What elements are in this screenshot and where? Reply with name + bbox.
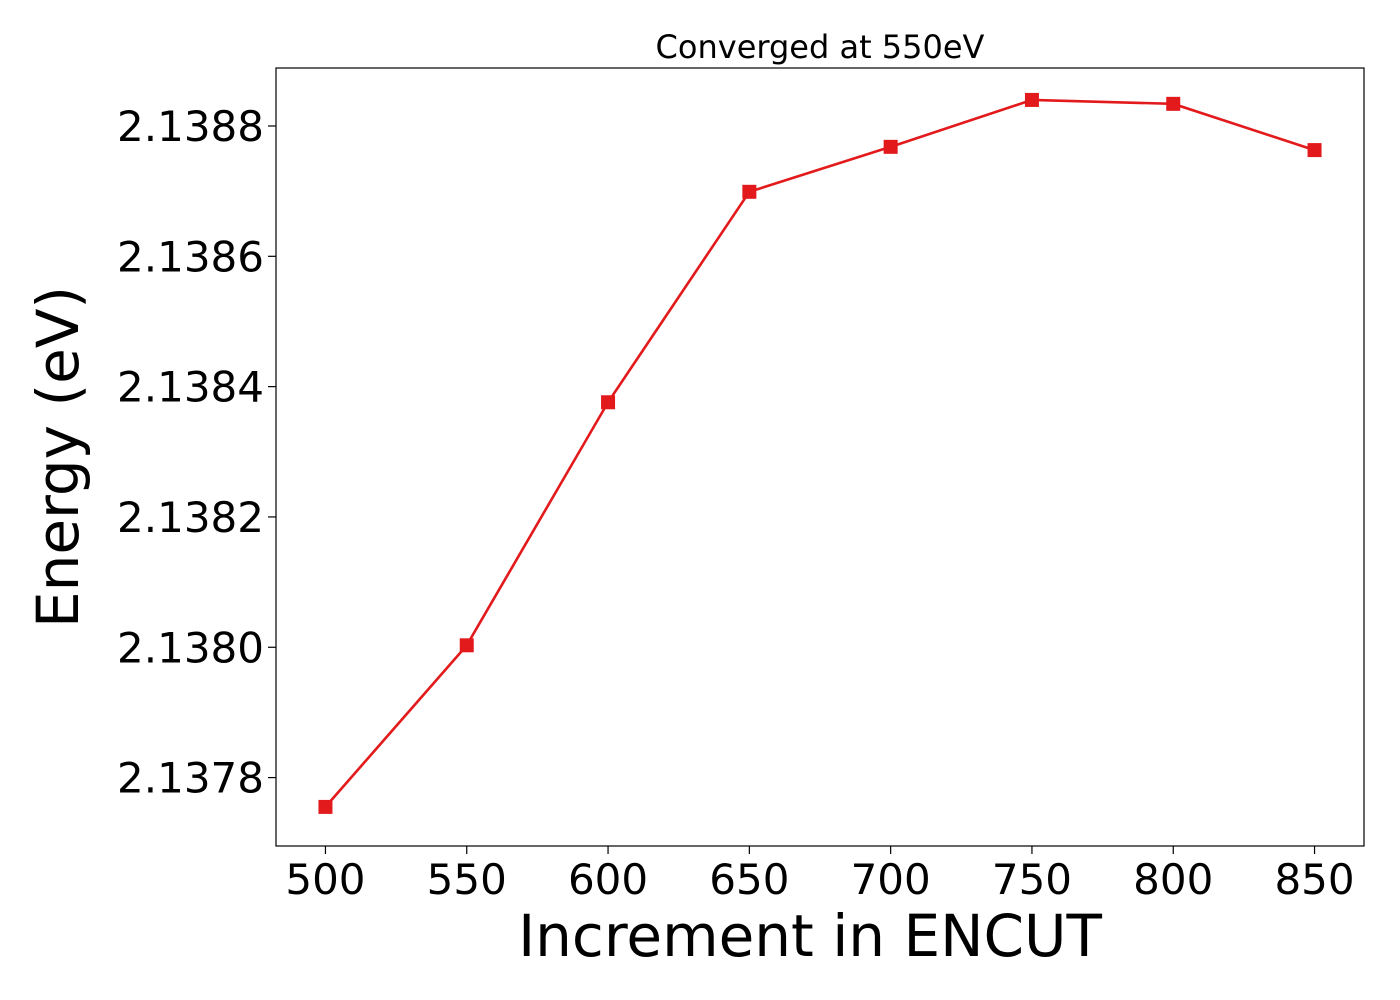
x-axis: 500 550 600 650 700 750 800 850 bbox=[285, 846, 1355, 904]
data-point-marker bbox=[1024, 92, 1039, 107]
series-line bbox=[324, 98, 1315, 808]
y-tick-label: 2.1386 bbox=[117, 232, 264, 281]
y-axis-label: Energy (eV) bbox=[24, 286, 92, 628]
data-point-marker bbox=[318, 799, 333, 814]
x-tick-label: 750 bbox=[992, 855, 1072, 904]
x-tick-label: 700 bbox=[851, 855, 931, 904]
x-axis-label: Increment in ENCUT bbox=[518, 902, 1102, 970]
y-tick-label: 2.1384 bbox=[117, 363, 264, 412]
data-point-marker bbox=[883, 139, 898, 154]
x-tick-label: 500 bbox=[285, 855, 365, 904]
chart-title: Converged at 550eV bbox=[656, 28, 985, 66]
x-tick-label: 550 bbox=[427, 855, 507, 904]
plot-area bbox=[275, 67, 1365, 847]
x-tick-label: 850 bbox=[1274, 855, 1354, 904]
y-axis: 2.1378 2.1380 2.1382 2.1384 2.1386 2.1388 bbox=[117, 102, 276, 803]
data-point-marker bbox=[601, 395, 616, 410]
x-tick-label: 600 bbox=[568, 855, 648, 904]
data-point-marker bbox=[742, 184, 757, 199]
x-tick-label: 650 bbox=[709, 855, 789, 904]
series-layer bbox=[318, 92, 1322, 814]
y-tick-label: 2.1380 bbox=[117, 623, 264, 672]
data-point-marker bbox=[1166, 96, 1181, 111]
x-tick-label: 800 bbox=[1133, 855, 1213, 904]
y-tick-label: 2.1378 bbox=[117, 754, 264, 803]
data-point-marker bbox=[459, 638, 474, 653]
data-point-marker bbox=[1307, 143, 1322, 158]
y-tick-label: 2.1382 bbox=[117, 493, 264, 542]
y-tick-label: 2.1388 bbox=[117, 102, 264, 151]
